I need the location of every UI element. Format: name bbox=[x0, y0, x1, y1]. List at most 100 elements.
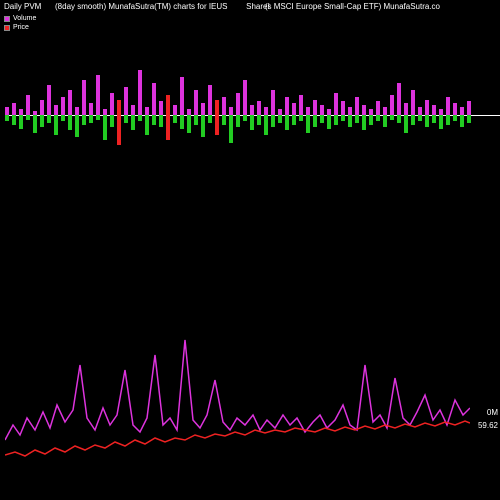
bar-up bbox=[152, 83, 156, 115]
bar-down bbox=[54, 115, 58, 135]
bar-down bbox=[12, 115, 16, 125]
bar-down bbox=[348, 115, 352, 127]
bar-down bbox=[26, 115, 30, 120]
bar-up bbox=[110, 93, 114, 115]
bar-down bbox=[166, 115, 170, 140]
volume-line bbox=[5, 340, 470, 440]
bar-up bbox=[271, 90, 275, 115]
bar-down bbox=[103, 115, 107, 140]
bar-down bbox=[355, 115, 359, 123]
bar-down bbox=[194, 115, 198, 125]
title-subtitle: (8day smooth) MunafaSutra(TM) charts for… bbox=[55, 2, 228, 11]
chart-header: Daily PVM (8day smooth) MunafaSutra(TM) … bbox=[0, 2, 500, 22]
bar-down bbox=[68, 115, 72, 130]
bar-up bbox=[418, 107, 422, 115]
bar-up bbox=[201, 103, 205, 115]
legend-price: Price bbox=[4, 24, 36, 32]
bar-up bbox=[320, 105, 324, 115]
bar-up bbox=[453, 103, 457, 115]
bar-up bbox=[348, 107, 352, 115]
bar-down bbox=[222, 115, 226, 125]
line-svg bbox=[5, 270, 470, 480]
bar-down bbox=[418, 115, 422, 121]
bar-up bbox=[124, 87, 128, 115]
label-zero-m: 0M bbox=[487, 408, 498, 417]
bar-up bbox=[285, 97, 289, 115]
bar-up bbox=[467, 101, 471, 115]
bar-up bbox=[404, 103, 408, 115]
bar-up bbox=[222, 97, 226, 115]
bar-down bbox=[397, 115, 401, 123]
bar-down bbox=[117, 115, 121, 145]
bar-up bbox=[82, 80, 86, 115]
bar-down bbox=[110, 115, 114, 127]
bar-up bbox=[250, 105, 254, 115]
bar-down bbox=[187, 115, 191, 133]
bar-up bbox=[446, 97, 450, 115]
bar-up bbox=[355, 97, 359, 115]
bar-down bbox=[19, 115, 23, 129]
bar-down bbox=[292, 115, 296, 125]
legend-volume: Volume bbox=[4, 15, 36, 23]
bar-down bbox=[124, 115, 128, 123]
label-price-end: 59.62 bbox=[478, 421, 498, 430]
bar-up bbox=[411, 90, 415, 115]
bar-up bbox=[75, 107, 79, 115]
bar-down bbox=[61, 115, 65, 121]
title-right: Shares MSCI Europe Small-Cap ETF) Munafa… bbox=[246, 2, 440, 11]
bar-down bbox=[362, 115, 366, 130]
bar-down bbox=[215, 115, 219, 135]
legend: Volume Price bbox=[4, 15, 36, 33]
bar-down bbox=[47, 115, 51, 123]
bar-down bbox=[271, 115, 275, 127]
bar-down bbox=[453, 115, 457, 121]
bar-up bbox=[208, 85, 212, 115]
bar-down bbox=[89, 115, 93, 123]
bar-up bbox=[460, 107, 464, 115]
bar-down bbox=[425, 115, 429, 127]
bar-up bbox=[40, 100, 44, 115]
bar-up bbox=[117, 100, 121, 115]
bar-up bbox=[159, 101, 163, 115]
bar-down bbox=[439, 115, 443, 129]
bar-up bbox=[292, 103, 296, 115]
bar-up bbox=[383, 107, 387, 115]
bar-down bbox=[390, 115, 394, 120]
bar-up bbox=[12, 103, 16, 115]
bar-chart bbox=[5, 50, 495, 180]
bar-up bbox=[138, 70, 142, 115]
bar-down bbox=[208, 115, 212, 123]
legend-volume-label: Volume bbox=[13, 15, 36, 23]
bar-down bbox=[5, 115, 9, 121]
bar-up bbox=[299, 95, 303, 115]
bar-down bbox=[341, 115, 345, 121]
bar-up bbox=[229, 107, 233, 115]
bar-up bbox=[376, 101, 380, 115]
bar-down bbox=[257, 115, 261, 125]
line-chart bbox=[5, 270, 470, 480]
bar-up bbox=[432, 105, 436, 115]
bar-down bbox=[236, 115, 240, 127]
bar-up bbox=[166, 95, 170, 115]
bar-down bbox=[180, 115, 184, 129]
bar-up bbox=[47, 85, 51, 115]
bar-up bbox=[194, 90, 198, 115]
bar-down bbox=[306, 115, 310, 133]
bar-down bbox=[299, 115, 303, 121]
legend-volume-swatch bbox=[4, 16, 10, 22]
bar-down bbox=[432, 115, 436, 123]
bar-down bbox=[278, 115, 282, 123]
bar-down bbox=[243, 115, 247, 121]
bar-down bbox=[411, 115, 415, 125]
bar-up bbox=[96, 75, 100, 115]
bar-down bbox=[96, 115, 100, 120]
bar-down bbox=[264, 115, 268, 135]
bar-down bbox=[159, 115, 163, 127]
bar-down bbox=[313, 115, 317, 127]
bar-down bbox=[131, 115, 135, 130]
bar-down bbox=[138, 115, 142, 121]
bar-up bbox=[145, 107, 149, 115]
bar-down bbox=[376, 115, 380, 121]
bar-down bbox=[467, 115, 471, 123]
bar-down bbox=[320, 115, 324, 123]
